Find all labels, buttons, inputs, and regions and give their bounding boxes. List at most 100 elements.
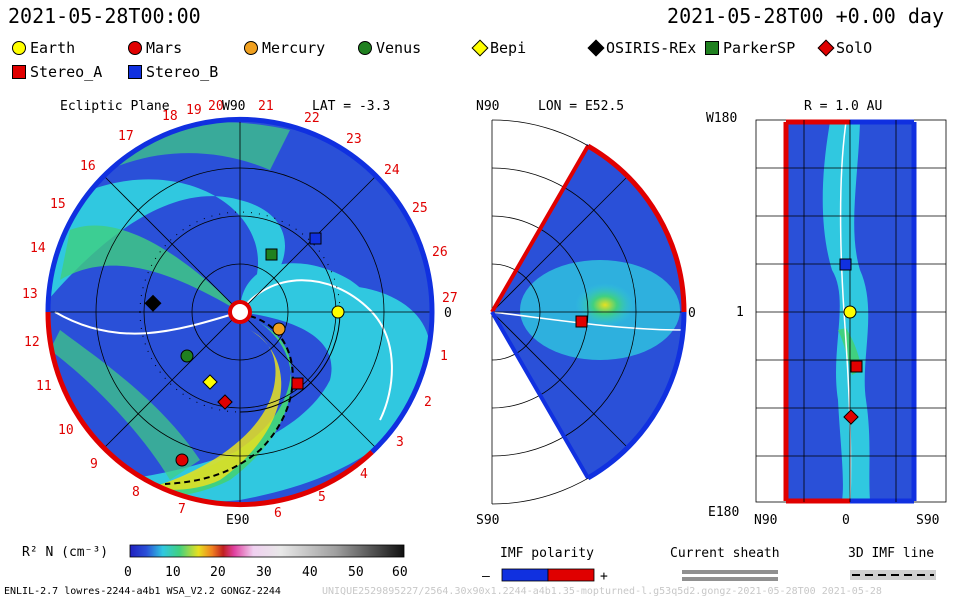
svg-text:20: 20 [208, 99, 224, 114]
svg-text:6: 6 [274, 506, 282, 521]
parkersp-marker-icon [705, 41, 719, 55]
stereo-a-radial-marker [850, 360, 863, 373]
timestamp-label: 2021-05-28T00:00 [8, 4, 201, 28]
footer-run-id: UNIQUE2529895227/2564.30x90x1.2244-a4b1.… [322, 586, 882, 597]
mercury-marker-icon [244, 41, 258, 55]
meridional-right-label: 0 [688, 306, 696, 321]
meridional-lon-label: LON = E52.5 [538, 99, 624, 114]
meridional-panel: N90 LON = E52.5 S90 0 [476, 99, 696, 528]
stereo-a-meridional-marker [575, 315, 588, 328]
radial-x-label-s90: S90 [916, 513, 939, 528]
svg-text:3: 3 [396, 435, 404, 450]
ecliptic-lat-label: LAT = -3.3 [312, 99, 390, 114]
carrington-labels: 20 21 22 23 24 25 26 27 1 2 3 4 5 6 7 8 … [22, 99, 458, 521]
radial-mid-label: 1 [736, 305, 744, 320]
colorbar-label: R² N (cm⁻³) [22, 545, 108, 560]
radial-top-label: W180 [706, 111, 737, 126]
svg-text:50: 50 [348, 565, 364, 580]
svg-text:10: 10 [165, 565, 181, 580]
earth-marker-icon [12, 41, 26, 55]
svg-text:11: 11 [36, 379, 52, 394]
svg-text:23: 23 [346, 132, 362, 147]
model-time-label: 2021-05-28T00 +0.00 day [667, 4, 944, 28]
footer-model-info: ENLIL-2.7 lowres-2244-a4b1 WSA_V2.2 GONG… [4, 586, 281, 597]
svg-text:4: 4 [360, 467, 368, 482]
svg-text:17: 17 [118, 129, 134, 144]
radial-panel: R = 1.0 AU W180 1 E180 N90 0 S90 [706, 99, 947, 528]
legend-item-solo: SolO [817, 39, 872, 57]
mercury-marker [272, 322, 286, 336]
osiris-rex-marker [144, 294, 162, 312]
svg-text:22: 22 [304, 111, 320, 126]
svg-text:30: 30 [256, 565, 272, 580]
svg-text:18: 18 [162, 109, 178, 124]
svg-text:27: 27 [442, 291, 458, 306]
svg-text:26: 26 [432, 245, 448, 260]
mars-marker-icon [128, 41, 142, 55]
stereo-a-marker [291, 377, 304, 390]
mars-marker [175, 453, 189, 467]
legend-item-stereo-a: Stereo_A [12, 63, 102, 81]
current-sheath-label: Current sheath [670, 546, 780, 561]
svg-text:5: 5 [318, 490, 326, 505]
radial-x-label-n90: N90 [754, 513, 777, 528]
svg-text:10: 10 [58, 423, 74, 438]
svg-text:24: 24 [384, 163, 400, 178]
imf-polarity-title: IMF polarity [500, 546, 594, 561]
legend-item-parkersp: ParkerSP [705, 39, 795, 57]
legend-item-osiris-rex: OSIRIS-REx [587, 39, 696, 57]
legend-item-stereo-b: Stereo_B [128, 63, 218, 81]
svg-text:15: 15 [50, 197, 66, 212]
svg-text:14: 14 [30, 241, 46, 256]
imf-line-label: 3D IMF line [848, 546, 934, 561]
imf-minus-label: – [482, 569, 490, 584]
stereo-a-marker-icon [12, 65, 26, 79]
ecliptic-right-label: 0 [444, 306, 452, 321]
svg-text:25: 25 [412, 201, 428, 216]
venus-marker [180, 349, 194, 363]
venus-marker-icon [358, 41, 372, 55]
earth-marker [331, 305, 345, 319]
stereo-b-marker [309, 232, 322, 245]
svg-text:16: 16 [80, 159, 96, 174]
legend-item-venus: Venus [358, 39, 421, 57]
legend-item-bepi: Bepi [471, 39, 526, 57]
ecliptic-bottom-label: E90 [226, 513, 249, 528]
bepi-marker [202, 374, 218, 390]
ecliptic-top-label: W90 [222, 99, 245, 114]
legend-item-mars: Mars [128, 39, 182, 57]
legend-item-mercury: Mercury [244, 39, 325, 57]
radial-bottom-label: E180 [708, 505, 739, 520]
svg-text:40: 40 [302, 565, 318, 580]
svg-text:0: 0 [124, 565, 132, 580]
svg-text:20: 20 [210, 565, 226, 580]
svg-text:8: 8 [132, 485, 140, 500]
legend-item-earth: Earth [12, 39, 75, 57]
svg-text:19: 19 [186, 103, 202, 118]
meridional-top-label: N90 [476, 99, 499, 114]
density-colorbar: 0 10 20 30 40 50 60 R² N (cm⁻³) [22, 544, 408, 580]
svg-text:13: 13 [22, 287, 38, 302]
sun-icon [228, 300, 252, 324]
stereo-b-marker-icon [128, 65, 142, 79]
svg-text:12: 12 [24, 335, 40, 350]
meridional-bottom-label: S90 [476, 513, 499, 528]
svg-text:1: 1 [440, 349, 448, 364]
radial-x-label-0: 0 [842, 513, 850, 528]
ecliptic-title: Ecliptic Plane [60, 99, 170, 114]
imf-plus-label: + [600, 569, 608, 584]
svg-text:21: 21 [258, 99, 274, 114]
ecliptic-panel: 20 21 22 23 24 25 26 27 1 2 3 4 5 6 7 8 … [22, 99, 458, 528]
svg-text:9: 9 [90, 457, 98, 472]
solo-radial-marker [843, 409, 859, 425]
parkersp-marker [265, 248, 278, 261]
svg-text:60: 60 [392, 565, 408, 580]
radial-r-label: R = 1.0 AU [804, 99, 882, 114]
imf-legend: IMF polarity – + Current sheath 3D IMF l… [482, 546, 936, 584]
svg-text:7: 7 [178, 502, 186, 517]
svg-text:2: 2 [424, 395, 432, 410]
solo-marker [217, 394, 233, 410]
stereo-b-radial-marker [839, 258, 852, 271]
earth-radial-marker [843, 305, 857, 319]
